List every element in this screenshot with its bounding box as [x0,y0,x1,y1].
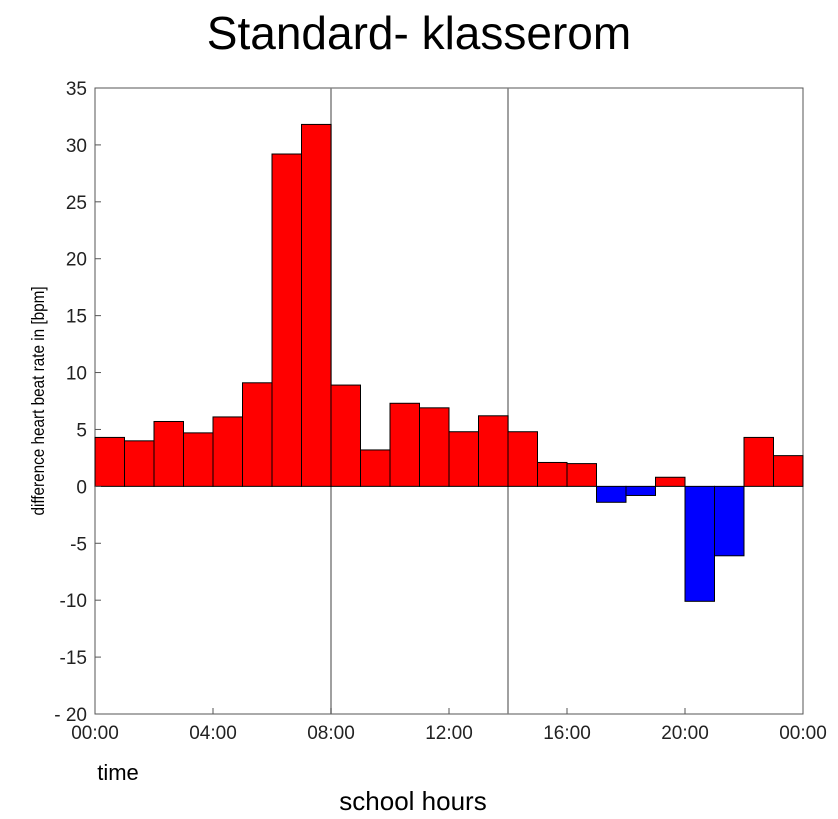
x-axis-sublabel: school hours [339,786,486,816]
bar-22 [743,436,774,487]
bar-4 [212,416,243,487]
y-tick-label: 10 [66,364,87,385]
x-tick-label: 00:00 [779,723,827,744]
bar-19 [655,476,686,487]
y-tick-label: -15 [60,648,87,669]
bar-2 [153,420,184,487]
x-axis: 00:00 04:00 08:00 12:00 16:00 20:00 00:00 [71,708,827,744]
bar-15 [537,461,568,487]
bar-10 [389,402,420,487]
x-tick-label: 20:00 [661,723,709,744]
bar-12 [448,431,479,487]
bar-6 [271,153,302,487]
y-tick-label: 5 [76,420,87,441]
x-tick-label: 04:00 [189,723,237,744]
y-tick-label: 0 [76,477,87,498]
bar-16 [566,463,597,487]
y-tick-label: 25 [66,193,87,214]
plot-area [94,87,804,715]
bar-0 [94,436,125,487]
y-tick-label: - 20 [54,705,87,726]
chart-title: Standard- klasserom [206,7,632,59]
bar-14 [507,431,538,487]
bar-13 [478,415,509,487]
bars [94,123,804,602]
bar-20 [684,485,715,602]
x-tick-label: 16:00 [543,723,591,744]
bar-23 [773,455,804,487]
y-axis-label: difference heart beat rate in [bpm] [28,286,48,515]
y-tick-label: 35 [66,79,87,100]
x-tick-label: 08:00 [307,723,355,744]
bar-5 [242,382,273,487]
y-tick-label: -10 [60,591,87,612]
x-tick-label: 00:00 [71,723,119,744]
bar-21 [714,485,745,557]
y-tick-label: -5 [70,534,87,555]
x-axis-label: time [97,760,139,785]
bar-17 [596,485,627,503]
y-tick-label: 20 [66,250,87,271]
bar-9 [360,449,391,487]
y-tick-label: 30 [66,136,87,157]
y-axis: 35 30 25 20 15 10 5 0 -5 -10 -15 - 20 [54,79,101,726]
bar-3 [183,432,214,487]
bar-8 [330,384,361,487]
y-tick-label: 15 [66,307,87,328]
bar-11 [419,407,450,487]
x-tick-label: 12:00 [425,723,473,744]
bar-1 [124,440,155,487]
bar-18 [625,485,656,496]
bar-7 [301,123,332,487]
